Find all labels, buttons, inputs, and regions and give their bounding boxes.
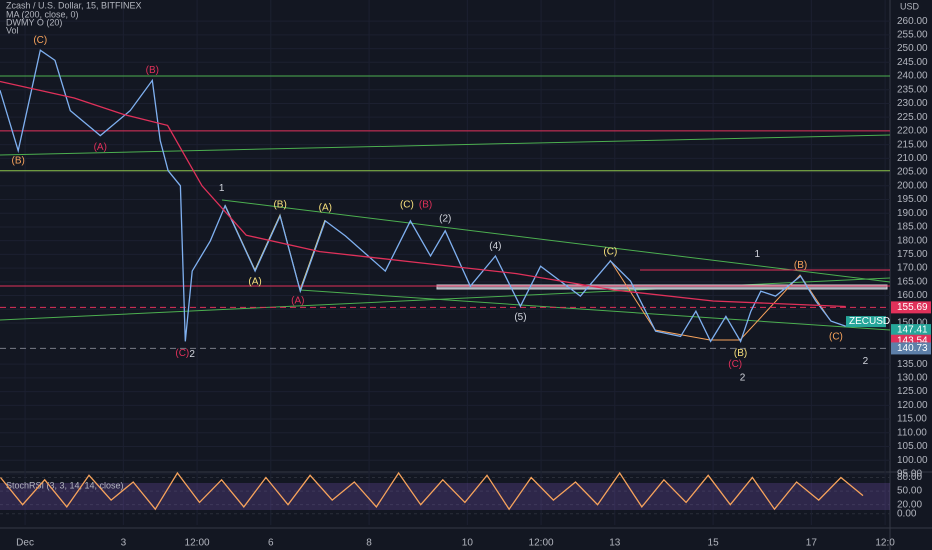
wave-label: (A) [94,142,107,153]
trendline [299,289,891,331]
stoch-band [0,483,890,510]
wave-label: (2) [439,213,451,224]
wave-label: 2 [189,349,195,360]
x-tick-label: 12:00 [529,538,554,549]
x-tick-label: Dec [16,538,34,549]
wave-label: (B) [734,348,747,359]
indicator-label: StochRSI (3, 3, 14, 14, close) [6,480,124,490]
trendlines [0,134,891,341]
wave-label: 2 [740,373,746,384]
price-axis [890,0,932,550]
y-tick-label: 260.00 [897,16,928,27]
wave-label: (B) [794,260,807,271]
y-tick-label: 240.00 [897,71,928,82]
indicator-label: MA (200, close, 0) [6,9,79,19]
symbol-badge [846,316,886,328]
y-tick-label: 180.00 [897,235,928,246]
y-tick-label: 190.00 [897,208,928,219]
x-tick-label: 13 [609,538,621,549]
price-badge-label: 140.73 [897,343,928,354]
wave-label: (C) [400,200,414,211]
symbol-label: ZECUSD [849,316,890,327]
wave-label: (C) [603,246,617,257]
price-badge-label: 147.41 [897,325,928,336]
x-tick-label: 6 [268,538,274,549]
x-tick-label: 3 [121,538,127,549]
wave-label: (B) [419,200,432,211]
series-line [0,80,846,308]
y-tick-label: 195.00 [897,194,928,205]
wave-label: (B) [146,65,159,76]
y-tick-label: 245.00 [897,57,928,68]
y-tick-label: 235.00 [897,84,928,95]
wave-label: 2 [863,356,869,367]
y-tick-label: 255.00 [897,29,928,40]
y-tick-label: 95.00 [897,469,922,480]
indicator-label: DWMY O (20) [6,17,62,27]
y-tick-label: 100.00 [897,455,928,466]
y2-tick-label: 50.00 [897,486,922,497]
price-badge [891,324,931,337]
y-tick-label: 165.00 [897,276,928,287]
y-tick-label: 175.00 [897,249,928,260]
y-tick-label: 215.00 [897,139,928,150]
y-tick-label: 160.00 [897,290,928,301]
indicator-label: Vol [6,25,19,35]
y-tick-label: 220.00 [897,126,928,137]
x-tick-label: 12:0 [875,538,895,549]
y2-tick-label: 80.00 [897,472,922,483]
y-tick-label: 200.00 [897,180,928,191]
y-tick-label: 170.00 [897,263,928,274]
wave-label: (C) [175,348,189,359]
series-line [0,49,847,343]
wave-label: (C) [829,331,843,342]
wave-label: (A) [248,276,261,287]
wave-label: (4) [489,241,501,252]
x-tick-label: 17 [806,538,818,549]
y-tick-label: 120.00 [897,400,928,411]
y-tick-label: 150.00 [897,318,928,329]
zone [436,284,888,290]
series-line [0,471,864,511]
y-tick-label: 225.00 [897,112,928,123]
price-badge-label: 143.54 [897,335,928,346]
x-tick-label: 8 [366,538,372,549]
wave-label: (A) [291,296,304,307]
y2-tick-label: 0.00 [897,508,917,519]
price-badge-label: 155.69 [897,302,928,313]
wave-label: (C) [728,359,742,370]
y-tick-label: 185.00 [897,222,928,233]
y-tick-label: 205.00 [897,167,928,178]
y-tick-label: 135.00 [897,359,928,370]
price-badge [891,342,931,355]
wave-label: (5) [514,312,526,323]
wave-label: 1 [755,249,761,260]
y-tick-label: 105.00 [897,441,928,452]
y-tick-label: 250.00 [897,43,928,54]
x-tick-label: 12:00 [185,538,210,549]
wave-label: (C) [33,35,47,46]
wave-label: (B) [273,200,286,211]
y-tick-label: 115.00 [897,414,927,425]
currency: USD [900,1,920,11]
wave-label: (A) [319,202,332,213]
x-tick-label: 15 [708,538,720,549]
price-badge [891,301,931,314]
y-tick-label: 130.00 [897,373,928,384]
y-tick-label: 110.00 [897,427,927,438]
chart-title: Zcash / U.S. Dollar, 15, BITFINEX [6,0,142,10]
y-tick-label: 125.00 [897,386,928,397]
y-tick-label: 210.00 [897,153,928,164]
trendline [0,134,891,156]
wave-label: 1 [219,183,225,194]
y2-tick-label: 20.00 [897,499,922,510]
wave-label: (B) [12,156,25,167]
x-tick-label: 10 [462,538,474,549]
y-tick-label: 230.00 [897,98,928,109]
trendline [221,199,891,283]
